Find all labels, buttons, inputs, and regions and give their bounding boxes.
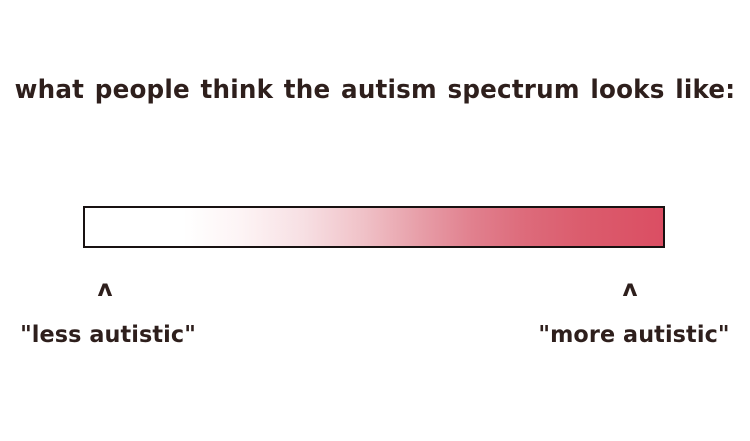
caret-up-icon-right: ʌ (622, 276, 638, 302)
autism-spectrum-gradient-bar (83, 206, 665, 248)
caret-up-icon-left: ʌ (97, 276, 113, 302)
spectrum-label-more-autistic: "more autistic" (538, 322, 730, 348)
page-title: what people think the autism spectrum lo… (14, 75, 736, 105)
spectrum-label-less-autistic: "less autistic" (20, 322, 196, 348)
